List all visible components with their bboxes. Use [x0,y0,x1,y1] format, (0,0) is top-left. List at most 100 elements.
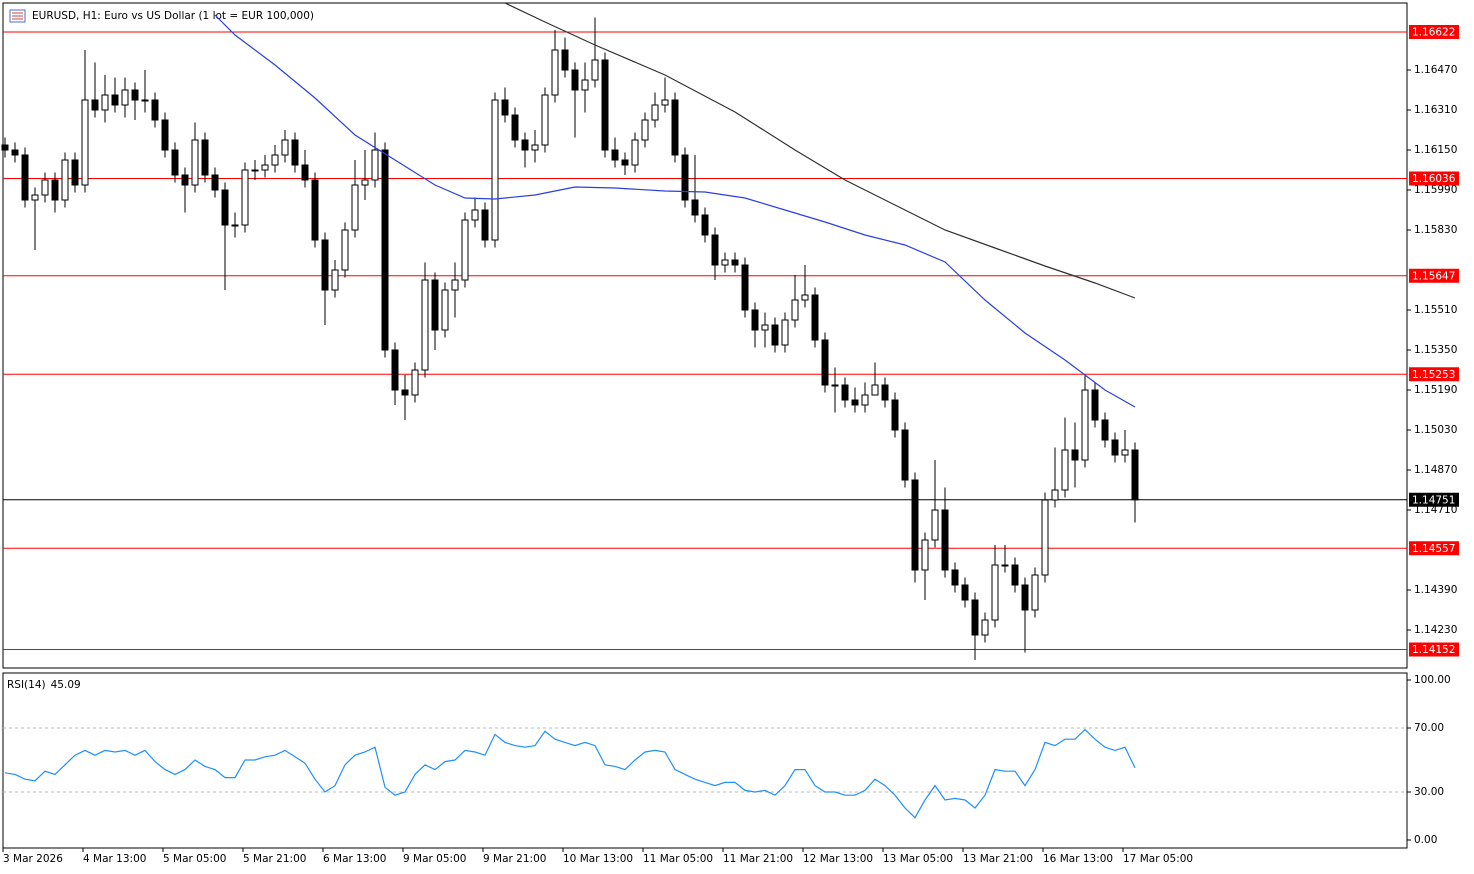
candle-body [1031,574,1039,611]
candle-body [21,154,29,201]
candle-body [1001,564,1009,567]
candle-body [671,99,679,156]
y-tick-label: 1.15350 [1414,344,1457,356]
candle-body [541,94,549,146]
candle-body [1061,449,1069,491]
candle-body [351,184,359,231]
candle-body [471,209,479,221]
candle-body [171,149,179,176]
candle-body [201,139,209,176]
candle-body [381,149,389,351]
candle-body [581,79,589,91]
candle-body [251,169,259,172]
candle-body [881,384,889,401]
x-tick-label: 6 Mar 13:00 [323,853,386,865]
candle-body [91,99,99,111]
candle-body [981,619,989,636]
candle-body [161,119,169,151]
level-label: 1.15253 [1412,369,1455,381]
candles [4,17,1136,660]
candle-body [681,154,689,201]
candle-body [341,229,349,271]
candle-body [1091,389,1099,421]
level-label: 1.14152 [1412,644,1455,656]
indicator-value: 45.09 [51,679,81,691]
candle-body [261,164,269,171]
level-tag [1409,171,1459,186]
y-tick-label: 1.16470 [1414,64,1457,76]
candle-body [761,324,769,331]
candle-body [1041,499,1049,576]
series-group [504,3,1136,299]
x-tick-label: 13 Mar 21:00 [963,853,1033,865]
level-tag [1409,367,1459,382]
candle-body [121,89,129,106]
candle-body [831,384,839,387]
candle-body [221,189,229,226]
y-tick-label: 1.16310 [1414,104,1457,116]
x-tick-label: 9 Mar 05:00 [403,853,466,865]
candle-body [561,49,569,71]
candle-body [131,89,139,101]
candle-body [961,584,969,601]
candle-body [211,174,219,191]
level-label: 1.16036 [1412,173,1456,185]
candle-body [771,324,779,346]
candle-body [1101,419,1109,441]
x-tick-label: 11 Mar 05:00 [643,853,713,865]
candle-body [701,214,709,236]
candle-body [111,94,119,106]
candle-body [601,59,609,151]
x-tick-label: 16 Mar 13:00 [1043,853,1113,865]
candle-body [41,179,49,196]
series-group [214,14,1136,408]
candle-body [1081,389,1089,461]
candle-body [81,99,89,186]
candle-body [861,394,869,406]
y-tick-label: 0.00 [1414,834,1437,846]
candle-body [1011,564,1019,586]
candle-body [311,179,319,241]
candle-body [1131,449,1139,501]
x-tick-label: 9 Mar 21:00 [483,853,546,865]
last-price-tag [1409,492,1459,507]
y-tick-label: 100.00 [1414,674,1451,686]
candle-body [461,219,469,281]
candle-body [281,139,289,156]
level-tag [1409,642,1459,657]
y-tick-label: 1.16150 [1414,144,1457,156]
candle-body [521,139,529,151]
candle-body [821,339,829,386]
candle-body [191,139,199,186]
candle-body [1051,489,1059,501]
candle-body [721,259,729,266]
candle-body [941,509,949,571]
last-price-label: 1.14751 [1412,494,1455,506]
series-group [4,728,1136,819]
candle-body [451,279,459,291]
candle-body [951,569,959,586]
y-tick-label: 1.15030 [1414,424,1457,436]
candle-body [551,49,559,96]
candle-body [491,99,499,241]
candle-body [1021,584,1029,611]
candle-body [1071,449,1079,461]
candle-body [891,399,899,431]
candle-body [291,139,299,166]
x-tick-label: 13 Mar 05:00 [883,853,953,865]
candle-body [61,159,69,201]
x-tick-label: 3 Mar 2026 [3,853,63,865]
candle-body [791,299,799,321]
chart-title: EURUSD, H1: Euro vs US Dollar (1 lot = E… [32,10,314,22]
candle-body [741,264,749,311]
main-pane [2,2,1408,669]
candle-body [801,294,809,301]
candle-body [71,159,79,186]
level-tag [1409,268,1459,283]
y-tick-label: 1.14390 [1414,584,1457,596]
candle-body [431,279,439,331]
candle-body [851,399,859,406]
candle-body [1121,449,1129,456]
